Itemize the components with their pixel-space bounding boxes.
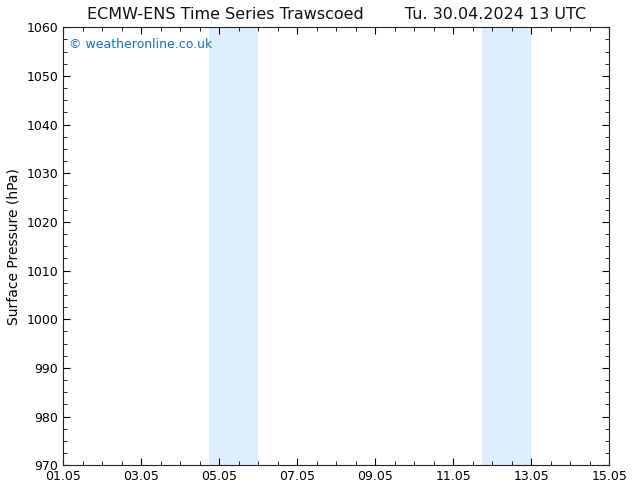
Bar: [209, 27, 258, 465]
Bar: [482, 27, 531, 465]
Title: ECMW-ENS Time Series Trawscoed        Tu. 30.04.2024 13 UTC: ECMW-ENS Time Series Trawscoed Tu. 30.04…: [87, 7, 586, 22]
Text: © weatheronline.co.uk: © weatheronline.co.uk: [68, 38, 212, 51]
Y-axis label: Surface Pressure (hPa): Surface Pressure (hPa): [7, 168, 21, 325]
